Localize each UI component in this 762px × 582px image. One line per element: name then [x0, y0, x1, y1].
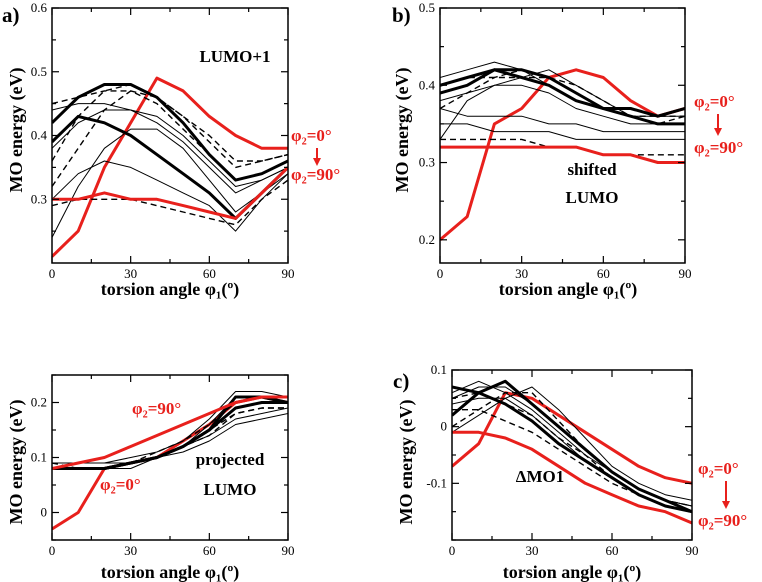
panel-c-annotation: ΔMO1 [516, 467, 564, 486]
y-tick-label-b: 0.5 [419, 0, 435, 15]
panel-c-phi2-0-label: φ₂=0° [698, 459, 739, 478]
panel-a-label: a) [2, 3, 20, 27]
plot-c: 0 30 60 90 -0.1 0 0.1 [426, 362, 698, 558]
series-line-c-6 [452, 386, 692, 507]
plot-b: 0 30 60 90 0.2 0.3 0.4 0.5 [419, 0, 692, 281]
panel-c-ylabel: MO energy (eV) [396, 400, 417, 525]
panel-b-ylabel: MO energy (eV) [392, 68, 413, 193]
series-line-a-6 [52, 103, 288, 194]
panel-p-annotation-line1: projected [196, 450, 265, 469]
series-line-p-9 [52, 407, 288, 470]
x-tick-label-p: 90 [282, 543, 295, 558]
panel-p-ylabel: MO energy (eV) [6, 400, 27, 525]
y-tick-label-a: 0.6 [31, 0, 48, 15]
x-tick-label-p: 0 [49, 543, 56, 558]
series-line-c-10 [452, 430, 692, 525]
x-tick-label-c: 30 [526, 543, 539, 558]
panel-a-ylabel: MO energy (eV) [6, 68, 27, 193]
series-line-a-7 [52, 109, 288, 187]
y-tick-label-p: 0 [41, 505, 48, 520]
x-tick-label-c: 0 [449, 543, 456, 558]
series-line-b-6 [440, 84, 685, 125]
y-tick-label-p: 0.1 [31, 450, 47, 465]
series-line-c-2 [452, 379, 692, 514]
x-tick-label-b: 0 [437, 266, 444, 281]
series-line-c-9 [452, 409, 692, 513]
series-line-a-10 [52, 179, 288, 226]
y-tick-label-p: 0.2 [31, 395, 47, 410]
series-line-b-11 [440, 145, 685, 164]
series-group-c [452, 379, 692, 525]
y-tick-label-a: 0.3 [31, 191, 47, 206]
panel-a-phi2-90-label: φ₂=90° [291, 165, 340, 184]
x-tick-label-p: 30 [124, 543, 137, 558]
panel-b-phi2-0-label: φ₂=0° [694, 92, 735, 111]
series-line-c-5 [452, 380, 692, 507]
series-line-b-5 [440, 61, 685, 117]
series-group-b [440, 61, 685, 241]
panel-a-annotation: LUMO+1 [199, 47, 270, 66]
y-tick-label-b: 0.4 [419, 77, 436, 92]
series-line-a-9 [52, 160, 288, 232]
x-tick-label-c: 90 [686, 543, 699, 558]
series-line-p-8 [52, 413, 288, 469]
x-tick-label-a: 60 [203, 266, 216, 281]
panel-b-annotation-line2: LUMO [566, 188, 619, 207]
panel-b-label: b) [392, 3, 411, 27]
series-line-b-7 [440, 69, 685, 140]
panel-p-xlabel: torsion angle φ₁(º) [101, 562, 240, 582]
y-tick-label-a: 0.4 [31, 128, 48, 143]
y-tick-label-c: -0.1 [426, 475, 447, 490]
series-line-b-0 [440, 68, 685, 241]
x-tick-label-b: 30 [515, 266, 528, 281]
series-line-p-10 [52, 395, 288, 470]
y-tick-label-c: 0.1 [431, 362, 447, 377]
x-tick-label-b: 60 [597, 266, 610, 281]
x-tick-label-a: 30 [124, 266, 137, 281]
panel-p-annotation-line2: LUMO [204, 480, 257, 499]
panel-p-phi2-0-label: φ₂=0° [100, 475, 141, 494]
plot-p: 0 30 60 90 0 0.1 0.2 [31, 374, 295, 558]
series-line-a-1 [52, 83, 288, 182]
series-line-a-5 [52, 90, 288, 187]
x-tick-label-a: 0 [49, 266, 56, 281]
series-group-p [52, 391, 288, 531]
y-tick-label-b: 0.2 [419, 232, 435, 247]
x-tick-label-p: 60 [203, 543, 216, 558]
series-line-c-7 [452, 386, 692, 501]
panel-b-xlabel: torsion angle φ₁(º) [499, 279, 638, 300]
series-line-c-8 [452, 397, 692, 513]
y-tick-label-c: 0 [441, 419, 448, 434]
panel-a-xlabel: torsion angle φ₁(º) [101, 279, 240, 300]
panel-b-phi2-90-label: φ₂=90° [694, 138, 743, 157]
series-group-a [52, 76, 288, 258]
panel-c-phi2-90-label: φ₂=90° [698, 511, 747, 530]
panel-p-phi2-90-label: φ₂=90° [132, 399, 181, 418]
panel-a-phi2-0-label: φ₂=0° [291, 126, 332, 145]
y-tick-label-a: 0.5 [31, 64, 47, 79]
plot-a: 0 30 60 90 0.3 0.4 0.5 0.6 [31, 0, 295, 281]
panel-c-label: c) [393, 369, 409, 393]
series-line-b-8 [440, 108, 685, 133]
y-tick-label-b: 0.3 [419, 155, 435, 170]
x-tick-label-a: 90 [282, 266, 295, 281]
series-line-a-11 [52, 166, 288, 220]
x-tick-label-b: 90 [679, 266, 692, 281]
series-line-b-9 [440, 123, 685, 140]
series-line-a-0 [52, 76, 288, 258]
panel-b-annotation-line1: shifted [567, 160, 617, 179]
x-tick-label-c: 60 [606, 543, 619, 558]
panel-c-xlabel: torsion angle φ₁(º) [503, 562, 642, 582]
